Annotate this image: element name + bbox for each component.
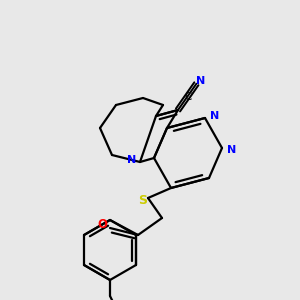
Text: N: N — [196, 76, 205, 86]
Text: N: N — [210, 111, 220, 121]
Text: C: C — [184, 92, 192, 101]
Text: S: S — [139, 194, 148, 206]
Text: N: N — [227, 145, 237, 155]
Text: N: N — [128, 155, 136, 165]
Text: O: O — [97, 218, 107, 232]
